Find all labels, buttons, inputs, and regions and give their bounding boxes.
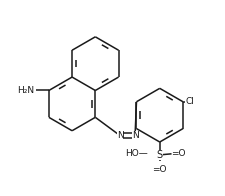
Text: =O: =O [153,165,167,173]
Text: H₂N: H₂N [17,86,34,95]
Text: S: S [157,150,163,160]
Text: =O: =O [171,149,186,158]
Text: N: N [117,131,123,140]
Text: Cl: Cl [185,97,194,106]
Text: N: N [132,131,138,140]
Text: HO—: HO— [125,149,148,158]
